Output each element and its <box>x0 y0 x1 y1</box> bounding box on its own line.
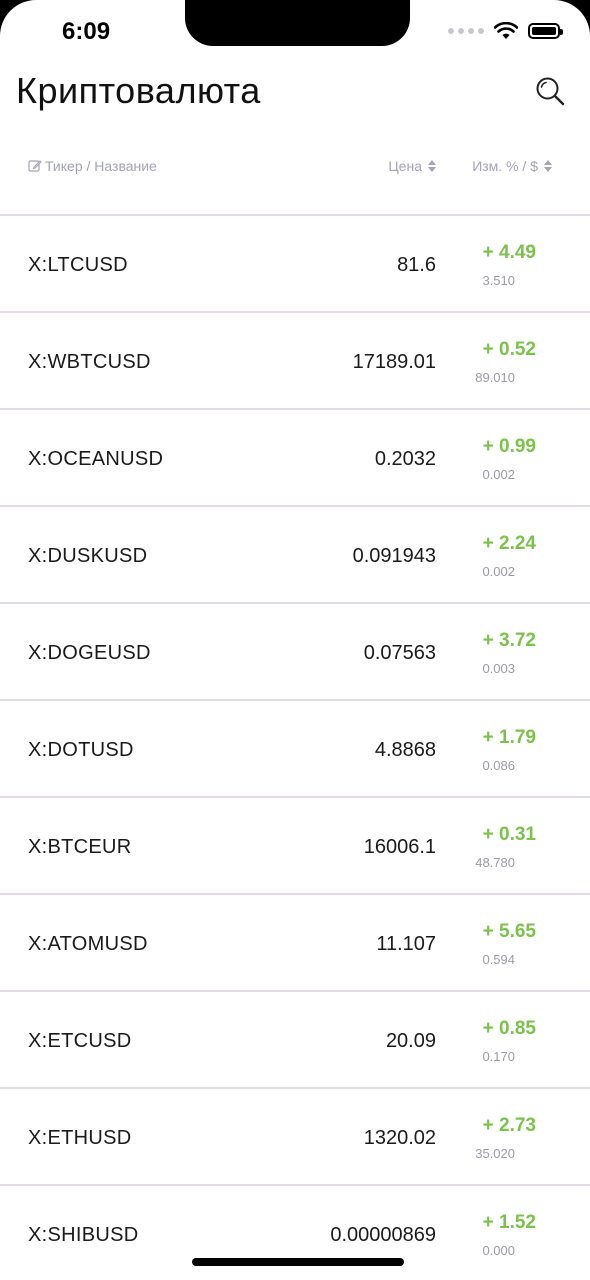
change-absolute: 0.003 <box>482 661 515 676</box>
column-change-label: Изм. % / $ <box>472 158 538 174</box>
change-absolute: 0.086 <box>482 758 515 773</box>
price-value: 81.6 <box>397 254 436 276</box>
change-percent: + 5.65 <box>482 921 536 942</box>
wifi-icon <box>494 22 518 39</box>
change-percent: + 0.52 <box>482 339 536 360</box>
change-absolute: 48.780 <box>475 855 515 870</box>
change-absolute: 3.510 <box>482 273 515 288</box>
device-notch <box>185 0 410 46</box>
price-value: 0.00000869 <box>330 1224 436 1246</box>
list-item[interactable]: X:DOTUSD 4.8868 + 1.79 0.086 <box>0 701 590 798</box>
price-value: 0.2032 <box>374 448 436 470</box>
header-divider <box>0 214 590 216</box>
ticker-label: X:LTCUSD <box>28 254 128 276</box>
ticker-label: X:DOGEUSD <box>28 642 151 664</box>
ticker-label: X:DOTUSD <box>28 739 134 761</box>
list-item[interactable]: X:LTCUSD 81.6 + 4.49 3.510 <box>0 216 590 313</box>
battery-icon <box>528 23 563 39</box>
ticker-label: X:DUSKUSD <box>28 545 148 567</box>
price-value: 0.091943 <box>352 545 436 567</box>
list-item[interactable]: X:WBTCUSD 17189.01 + 0.52 89.010 <box>0 313 590 410</box>
price-value: 0.07563 <box>363 642 436 664</box>
change-percent: + 0.85 <box>482 1018 536 1039</box>
column-change[interactable]: Изм. % / $ <box>472 158 552 174</box>
sort-icon <box>544 160 552 172</box>
change-percent: + 1.79 <box>482 727 536 748</box>
list-item[interactable]: X:ETCUSD 20.09 + 0.85 0.170 <box>0 992 590 1089</box>
change-percent: + 1.52 <box>482 1212 536 1233</box>
ticker-label: X:WBTCUSD <box>28 351 151 373</box>
column-ticker[interactable]: Тикер / Название <box>28 158 157 174</box>
change-percent: + 0.31 <box>482 824 536 845</box>
price-value: 20.09 <box>385 1030 436 1052</box>
crypto-list: X:LTCUSD 81.6 + 4.49 3.510 X:WBTCUSD 171… <box>0 216 590 1280</box>
list-item[interactable]: X:BTCEUR 16006.1 + 0.31 48.780 <box>0 798 590 895</box>
ticker-label: X:ATOMUSD <box>28 933 148 955</box>
list-item[interactable]: X:ETHUSD 1320.02 + 2.73 35.020 <box>0 1089 590 1186</box>
list-item[interactable]: X:SHIBUSD 0.00000869 + 1.52 0.000 <box>0 1186 590 1280</box>
price-value: 1320.02 <box>363 1127 436 1149</box>
status-bar: 6:09 <box>0 0 590 60</box>
price-value: 16006.1 <box>363 836 436 858</box>
price-value: 17189.01 <box>352 351 436 373</box>
change-percent: + 0.99 <box>482 436 536 457</box>
ticker-label: X:OCEANUSD <box>28 448 164 470</box>
column-price[interactable]: Цена <box>388 158 436 174</box>
status-icons <box>448 22 563 40</box>
signal-icon <box>448 28 484 34</box>
list-item[interactable]: X:DUSKUSD 0.091943 + 2.24 0.002 <box>0 507 590 604</box>
search-button[interactable] <box>532 74 568 110</box>
ticker-label: X:SHIBUSD <box>28 1224 139 1246</box>
ticker-label: X:BTCEUR <box>28 836 132 858</box>
column-header: Тикер / Название Цена Изм. % / $ <box>0 150 590 186</box>
status-time: 6:09 <box>62 18 111 45</box>
change-absolute: 35.020 <box>475 1146 515 1161</box>
ticker-label: X:ETCUSD <box>28 1030 132 1052</box>
change-percent: + 4.49 <box>482 242 536 263</box>
change-absolute: 0.000 <box>482 1243 515 1258</box>
column-ticker-label: Тикер / Название <box>45 158 157 174</box>
list-item[interactable]: X:OCEANUSD 0.2032 + 0.99 0.002 <box>0 410 590 507</box>
change-absolute: 0.594 <box>482 952 515 967</box>
ticker-label: X:ETHUSD <box>28 1127 132 1149</box>
edit-icon <box>28 160 42 172</box>
list-item[interactable]: X:DOGEUSD 0.07563 + 3.72 0.003 <box>0 604 590 701</box>
change-absolute: 0.170 <box>482 1049 515 1064</box>
change-absolute: 89.010 <box>475 370 515 385</box>
list-item[interactable]: X:ATOMUSD 11.107 + 5.65 0.594 <box>0 895 590 992</box>
sort-icon <box>428 160 436 172</box>
page-title: Криптовалюта <box>16 70 261 111</box>
change-percent: + 3.72 <box>482 630 536 651</box>
price-value: 4.8868 <box>374 739 436 761</box>
change-absolute: 0.002 <box>482 564 515 579</box>
change-percent: + 2.73 <box>482 1115 536 1136</box>
column-price-label: Цена <box>388 158 422 174</box>
change-absolute: 0.002 <box>482 467 515 482</box>
change-percent: + 2.24 <box>482 533 536 554</box>
search-icon <box>536 77 565 105</box>
home-indicator[interactable] <box>192 1258 404 1266</box>
price-value: 11.107 <box>376 933 436 955</box>
